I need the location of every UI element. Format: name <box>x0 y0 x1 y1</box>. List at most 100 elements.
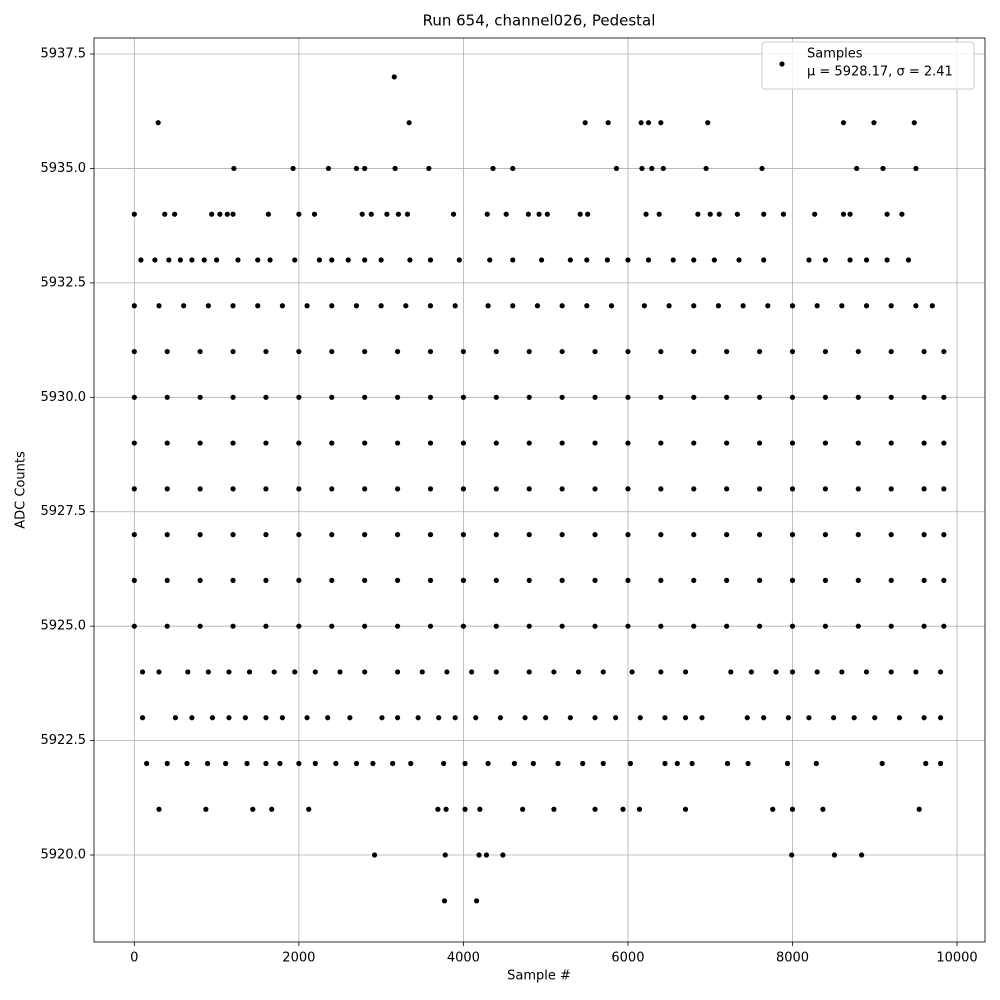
point <box>789 532 796 538</box>
point <box>724 532 730 538</box>
point <box>230 394 236 400</box>
point <box>658 623 664 629</box>
point <box>224 211 230 217</box>
point <box>205 669 211 675</box>
point <box>734 211 740 217</box>
point <box>242 715 248 721</box>
point <box>394 440 401 446</box>
point <box>658 120 664 126</box>
point <box>921 577 927 584</box>
point <box>263 623 269 629</box>
point <box>916 806 922 812</box>
point <box>378 303 384 309</box>
point <box>362 532 368 538</box>
point <box>164 440 170 446</box>
point <box>559 348 565 355</box>
point <box>789 440 796 446</box>
plot-frame <box>93 37 986 943</box>
chart-title: Run 654, channel026, Pedestal <box>423 12 656 30</box>
point <box>415 715 421 721</box>
point <box>152 257 158 263</box>
point <box>263 715 269 721</box>
point <box>605 120 611 126</box>
point <box>353 303 360 309</box>
point <box>625 440 631 446</box>
point <box>131 532 137 538</box>
point <box>921 348 927 355</box>
point <box>691 486 697 492</box>
point <box>789 394 796 400</box>
point <box>674 760 680 767</box>
point <box>493 532 499 538</box>
point <box>559 394 565 400</box>
point <box>840 120 847 126</box>
point <box>580 760 586 767</box>
point <box>493 486 499 492</box>
point <box>263 486 269 492</box>
point <box>745 760 751 767</box>
point <box>201 257 207 263</box>
point <box>265 211 272 217</box>
point <box>443 806 449 812</box>
point <box>641 303 647 309</box>
point <box>394 348 401 355</box>
point <box>530 760 536 767</box>
point <box>296 394 302 400</box>
point <box>756 440 763 446</box>
point <box>921 394 927 400</box>
point <box>695 211 701 217</box>
point <box>436 715 442 721</box>
point <box>822 440 828 446</box>
point <box>822 394 828 400</box>
point <box>911 120 917 126</box>
point <box>761 715 767 721</box>
point <box>473 715 479 721</box>
y-tick-label: 5935.0 <box>41 161 87 176</box>
point <box>831 852 838 858</box>
point <box>441 898 448 904</box>
point <box>197 440 203 446</box>
y-tick-label: 5932.5 <box>41 275 87 290</box>
point <box>487 257 493 263</box>
point <box>362 348 368 355</box>
legend-box <box>761 41 975 90</box>
point <box>493 577 499 584</box>
point <box>230 577 236 584</box>
point <box>937 669 944 675</box>
point <box>822 532 828 538</box>
point <box>806 257 812 263</box>
point <box>691 303 697 309</box>
point <box>209 715 216 721</box>
point <box>840 211 847 217</box>
point <box>329 532 335 538</box>
point <box>559 577 565 584</box>
point <box>855 486 861 492</box>
point <box>705 120 711 126</box>
point <box>863 303 870 309</box>
point <box>347 715 353 721</box>
point <box>213 257 220 263</box>
point <box>394 394 401 400</box>
point <box>773 669 779 675</box>
point <box>812 211 818 217</box>
point <box>691 348 697 355</box>
point <box>625 348 631 355</box>
point <box>427 348 434 355</box>
point <box>520 806 526 812</box>
point <box>184 760 190 767</box>
point <box>822 257 828 263</box>
point <box>522 715 528 721</box>
point <box>567 257 573 263</box>
point <box>888 303 894 309</box>
point <box>888 440 894 446</box>
point <box>575 669 582 675</box>
point <box>658 486 664 492</box>
point <box>888 623 894 629</box>
point <box>444 669 450 675</box>
point <box>559 623 565 629</box>
point <box>728 669 734 675</box>
point <box>691 394 697 400</box>
point <box>394 715 401 721</box>
point <box>476 852 482 858</box>
point <box>660 165 666 172</box>
